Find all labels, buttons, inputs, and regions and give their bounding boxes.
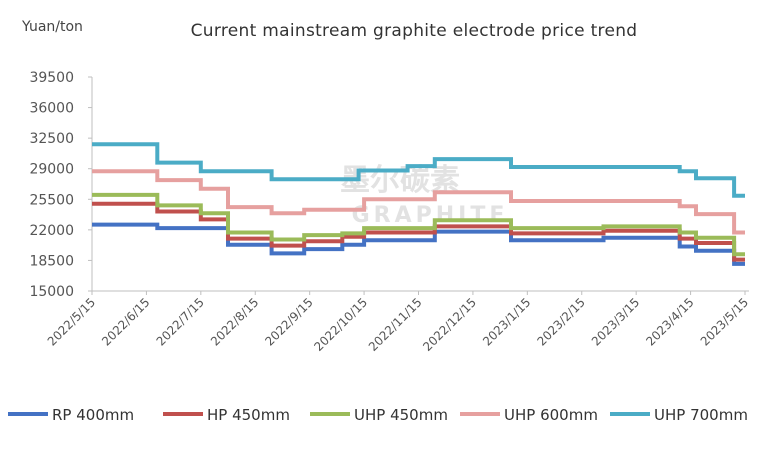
chart-title: Current mainstream graphite electrode pr… <box>191 21 638 41</box>
legend-item: HP 450mm <box>163 406 290 424</box>
y-axis-unit-label: Yuan/ton <box>21 19 83 35</box>
x-tick-label: 2022/7/15 <box>154 295 207 348</box>
y-tick-label: 15000 <box>29 284 74 300</box>
x-axis-ticks: 2022/5/15 2022/6/15 2022/7/15 2022/8/15 2022… <box>45 291 751 354</box>
x-tick-label: 2022/12/15 <box>420 295 479 354</box>
x-tick-label: 2022/5/15 <box>45 295 98 348</box>
legend-item: UHP 700mm <box>610 406 748 424</box>
y-tick-label: 39500 <box>29 70 74 86</box>
legend-label: UHP 700mm <box>654 406 748 424</box>
legend: RP 400mm HP 450mm UHP 450mm UHP 600mm UHP 70… <box>8 406 748 424</box>
y-axis-ticks: 15000 18500 22000 25500 29000 32500 36000 39500 <box>29 70 92 300</box>
x-tick-label: 2023/4/15 <box>643 295 696 348</box>
x-tick-label: 2022/10/15 <box>311 295 370 354</box>
series-line-rp-400mm <box>92 222 745 266</box>
legend-item: RP 400mm <box>8 406 134 424</box>
series-line-uhp-600mm <box>92 169 745 235</box>
x-tick-label: 2022/8/15 <box>208 295 261 348</box>
x-tick-label: 2023/5/15 <box>698 295 751 348</box>
y-tick-label: 29000 <box>29 162 74 178</box>
watermark-text-en: GRAPHITE <box>352 203 509 228</box>
legend-label: HP 450mm <box>207 406 290 424</box>
x-tick-label: 2023/1/15 <box>480 295 533 348</box>
y-tick-label: 18500 <box>29 253 74 269</box>
series-lines <box>92 142 745 266</box>
y-tick-label: 36000 <box>29 101 74 117</box>
x-tick-label: 2022/6/15 <box>99 295 152 348</box>
x-tick-label: 2022/9/15 <box>262 295 315 348</box>
x-tick-label: 2022/11/15 <box>366 295 425 354</box>
axes <box>91 77 749 292</box>
y-tick-label: 25500 <box>29 192 74 208</box>
legend-label: UHP 600mm <box>504 406 598 424</box>
legend-item: UHP 450mm <box>310 406 448 424</box>
x-tick-label: 2023/3/15 <box>589 295 642 348</box>
series-line-uhp-450mm <box>92 192 745 257</box>
legend-item: UHP 600mm <box>460 406 598 424</box>
y-tick-label: 32500 <box>29 131 74 147</box>
legend-label: RP 400mm <box>52 406 134 424</box>
x-tick-label: 2023/2/15 <box>534 295 587 348</box>
y-tick-label: 22000 <box>29 223 74 239</box>
series-line-uhp-700mm <box>92 142 745 198</box>
legend-label: UHP 450mm <box>354 406 448 424</box>
